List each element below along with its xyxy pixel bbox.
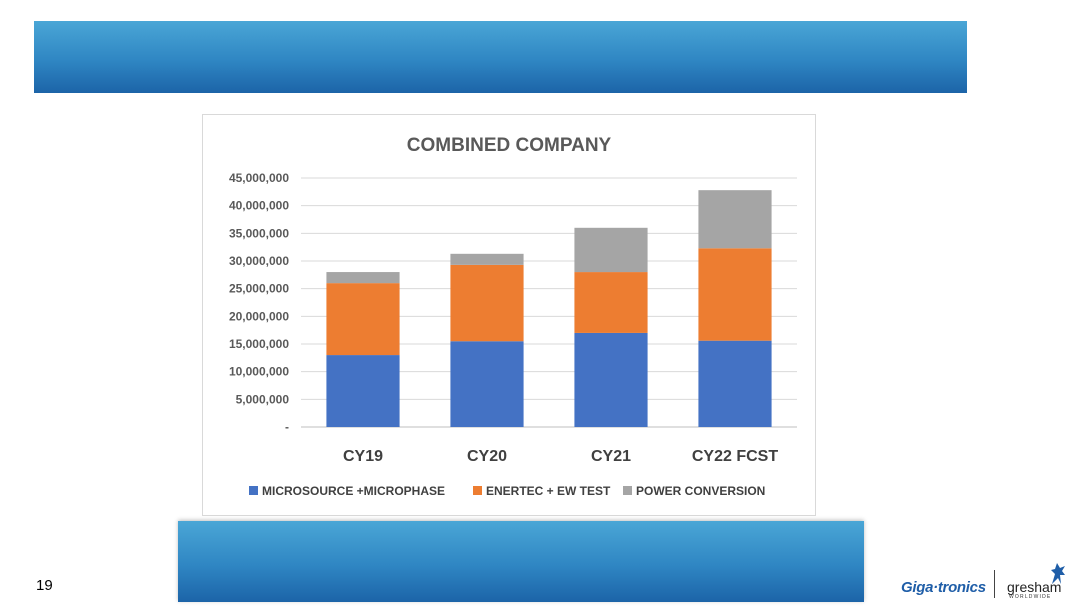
logo-divider bbox=[994, 570, 995, 598]
bars bbox=[326, 190, 772, 427]
legend-swatch bbox=[623, 486, 632, 495]
legend-swatch bbox=[249, 486, 258, 495]
y-tick-label: 25,000,000 bbox=[229, 282, 289, 296]
y-tick-label: 5,000,000 bbox=[236, 392, 290, 406]
gresham-logo-subtitle: WORLDWIDE bbox=[1009, 594, 1052, 600]
bar-3-cy21 bbox=[574, 227, 648, 273]
x-tick-label: CY20 bbox=[467, 448, 507, 465]
x-tick-label: CY22 FCST bbox=[692, 448, 778, 465]
y-axis-labels: - 5,000,000 10,000,000 15,000,000 20,000,000… bbox=[229, 171, 289, 434]
top-banner bbox=[34, 21, 967, 93]
bar-2-cy21 bbox=[574, 272, 648, 333]
stacked-bar-chart: COMBINED COMPANY - 5,000,000 10,000,000 15,… bbox=[229, 135, 797, 498]
legend-label: MICROSOURCE +MICROPHASE bbox=[262, 484, 445, 498]
y-tick-label: 35,000,000 bbox=[229, 226, 289, 240]
chart-title: COMBINED COMPANY bbox=[407, 135, 612, 156]
bar-1-cy22-fcst bbox=[698, 340, 772, 427]
y-tick-label: 30,000,000 bbox=[229, 254, 289, 268]
y-tick-label: 40,000,000 bbox=[229, 199, 289, 213]
legend: MICROSOURCE +MICROPHASE ENERTEC + EW TEST… bbox=[249, 484, 765, 498]
y-tick-label: - bbox=[285, 420, 289, 434]
y-tick-label: 15,000,000 bbox=[229, 337, 289, 351]
lion-icon bbox=[1051, 563, 1065, 584]
bar-2-cy22-fcst bbox=[698, 248, 772, 341]
bar-2-cy19 bbox=[326, 283, 400, 356]
y-tick-label: 10,000,000 bbox=[229, 365, 289, 379]
bar-1-cy20 bbox=[450, 341, 524, 427]
gigatronics-logo: Giga·tronics bbox=[901, 579, 986, 596]
bar-3-cy20 bbox=[450, 253, 524, 265]
bar-1-cy19 bbox=[326, 355, 400, 427]
y-tick-label: 20,000,000 bbox=[229, 309, 289, 323]
legend-swatch bbox=[473, 486, 482, 495]
bar-1-cy21 bbox=[574, 332, 648, 427]
page-number: 19 bbox=[36, 577, 53, 594]
legend-label: POWER CONVERSION bbox=[636, 484, 765, 498]
legend-label: ENERTEC + EW TEST bbox=[486, 484, 611, 498]
y-tick-label: 45,000,000 bbox=[229, 171, 289, 185]
x-tick-label: CY21 bbox=[591, 448, 631, 465]
gresham-logo: gresham bbox=[1007, 579, 1062, 595]
bar-3-cy22-fcst bbox=[698, 190, 772, 249]
x-axis-labels: CY19 CY20 CY21 CY22 FCST bbox=[343, 448, 778, 465]
bottom-banner bbox=[178, 521, 864, 602]
bar-3-cy19 bbox=[326, 272, 400, 284]
chart-container: COMBINED COMPANY - 5,000,000 10,000,000 15,… bbox=[202, 114, 816, 516]
x-tick-label: CY19 bbox=[343, 448, 383, 465]
bar-2-cy20 bbox=[450, 264, 524, 342]
